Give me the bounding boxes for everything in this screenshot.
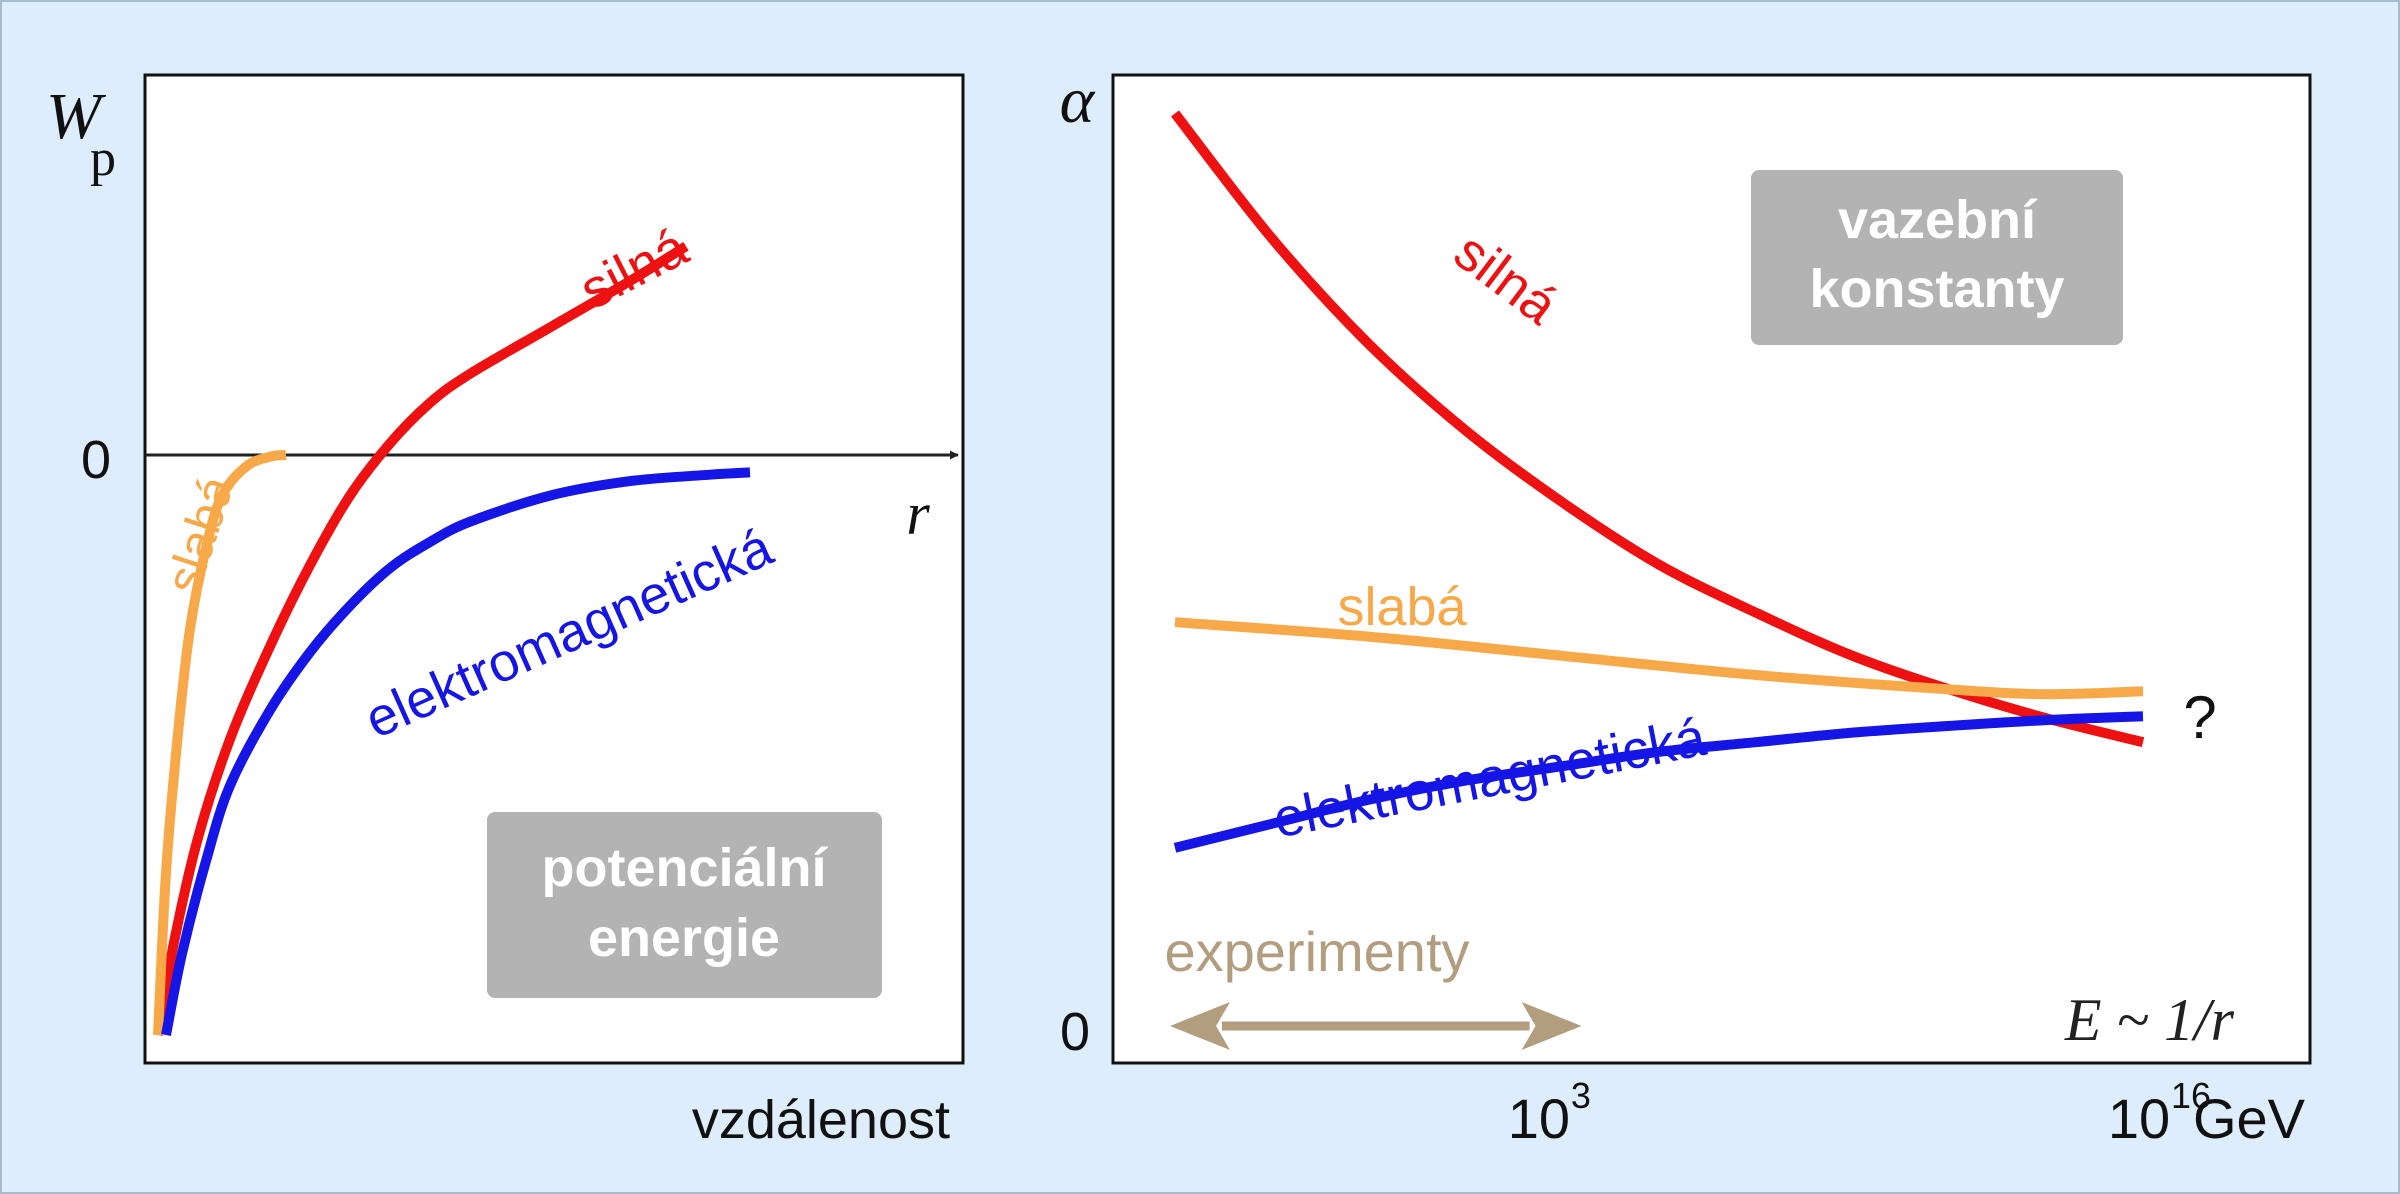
x-tick-1e3-base: 10	[1508, 1087, 1570, 1150]
right-box-label-line-1: vazební	[1838, 190, 2038, 250]
left-series-2-line	[161, 467, 751, 1036]
x-tick-label-1e3: 10 3	[1508, 1075, 1591, 1150]
right-box-label-line-2: konstanty	[1809, 259, 2064, 319]
right-series-1-line	[1174, 617, 2144, 700]
x-tick-1e3-exponent: 3	[1571, 1075, 1591, 1116]
left-r-axis-label: r	[906, 481, 930, 547]
coupling-constants-chart: vazební konstanty α 0 E ~ 1/r ? 10 3 10 …	[1060, 64, 2312, 1150]
experiment-range-arrow	[1170, 1002, 1582, 1050]
x-tick-1e16-base: 10	[2108, 1087, 2170, 1150]
right-relation-label: E ~ 1/r	[2064, 987, 2235, 1053]
right-series-layer	[1171, 110, 2145, 853]
potential-energy-chart: potenciální energie W p 0 r vzdálenost s…	[46, 73, 965, 1150]
right-zero-tick: 0	[1060, 1002, 1090, 1062]
right-y-axis-label: α	[1060, 64, 1096, 137]
left-zero-tick: 0	[81, 430, 111, 490]
right-x-axis-unit: GeV	[2193, 1087, 2306, 1150]
left-box-label-background	[487, 812, 882, 998]
right-series-2-line	[1173, 711, 2144, 853]
left-series-0-line	[153, 241, 689, 1036]
left-box-label-line-2: energie	[588, 908, 780, 968]
left-x-axis-label: vzdálenost	[692, 1090, 950, 1150]
experiment-label: experimenty	[1164, 920, 1469, 983]
right-box-label-background	[1751, 170, 2123, 345]
experiment-arrow-left-head	[1170, 1002, 1230, 1050]
right-label-slaba: slabá	[1337, 577, 1467, 637]
left-box-label-line-1: potenciální	[541, 838, 828, 898]
left-series-1-line	[153, 450, 287, 1036]
left-y-axis-label-subscript: p	[90, 130, 116, 187]
left-y-axis-label: W	[46, 80, 106, 153]
experiment-arrow-right-head	[1521, 1002, 1582, 1050]
x-tick-1e16-exponent: 16	[2171, 1075, 2211, 1116]
right-question-mark: ?	[2183, 684, 2216, 751]
left-series-layer	[153, 241, 751, 1036]
x-tick-label-1e16: 10 16	[2108, 1075, 2211, 1150]
right-plot-frame	[1111, 73, 2312, 1065]
